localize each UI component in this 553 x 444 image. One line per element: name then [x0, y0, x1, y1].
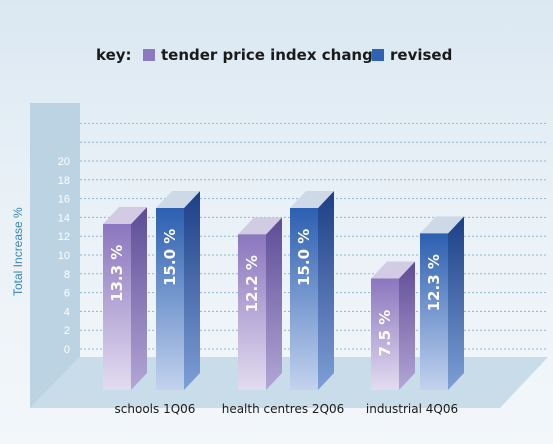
- bar-front: [420, 233, 448, 390]
- bar-side: [266, 217, 282, 390]
- y-tick-label: 6: [64, 288, 70, 300]
- y-tick-label: 20: [58, 156, 70, 168]
- legend-label-revised: revised: [390, 46, 452, 64]
- bar-front: [238, 234, 266, 390]
- bar-top: [156, 191, 200, 208]
- bar-revised-0: 15.0 %: [156, 191, 200, 390]
- bar-side: [448, 216, 464, 390]
- bar-front: [371, 278, 399, 390]
- bar-top: [103, 206, 147, 224]
- y-tick-label: 0: [64, 344, 70, 356]
- legend-swatch-tender: [143, 49, 155, 61]
- y-tick-label: 2: [64, 325, 70, 337]
- category-labels: schools 1Q06 health centres 2Q06 industr…: [115, 402, 459, 416]
- bar-side: [318, 191, 334, 390]
- bar-side: [184, 191, 200, 390]
- bar-tender-1: 12.2 %: [238, 217, 282, 390]
- bar-value-label: 15.0 %: [161, 229, 179, 286]
- legend-label-tender: tender price index change: [161, 46, 383, 64]
- bar-value-label: 7.5 %: [376, 310, 394, 357]
- bar-tender-0: 13.3 %: [103, 206, 147, 390]
- bar-value-label: 13.3 %: [108, 245, 126, 302]
- y-axis-label: Total Increase %: [11, 207, 25, 296]
- bar-value-label: 15.0 %: [295, 229, 313, 286]
- bar-revised-1: 15.0 %: [290, 191, 334, 390]
- bar-top: [238, 217, 282, 235]
- bar-front: [103, 223, 131, 390]
- legend-key-label: key:: [96, 46, 132, 64]
- bar-top: [371, 261, 415, 279]
- bar-value-label: 12.3 %: [425, 254, 443, 311]
- bar-revised-2: 12.3 %: [420, 216, 464, 390]
- bar-value-label: 12.2 %: [243, 255, 261, 312]
- bar-top: [290, 191, 334, 208]
- bar-front: [156, 208, 184, 390]
- category-label-industrial: industrial 4Q06: [366, 402, 458, 416]
- bar-side: [399, 261, 415, 390]
- bar-tender-2: 7.5 %: [371, 261, 415, 390]
- y-tick-label: 10: [58, 250, 70, 262]
- bar-front: [290, 208, 318, 390]
- y-tick-label: 16: [58, 194, 70, 206]
- legend-swatch-revised: [372, 49, 384, 61]
- bar-side: [131, 206, 147, 390]
- y-tick-label: 18: [58, 175, 70, 187]
- bar-top: [420, 216, 464, 234]
- y-tick-label: 4: [64, 306, 70, 318]
- y-tick-label: 12: [58, 231, 70, 243]
- legend: key: tender price index change revised: [96, 46, 452, 64]
- category-label-schools: schools 1Q06: [115, 402, 196, 416]
- category-label-health: health centres 2Q06: [222, 402, 345, 416]
- chart-left-wall: [30, 103, 80, 408]
- y-tick-label: 14: [58, 212, 70, 224]
- y-tick-label: 8: [64, 269, 70, 281]
